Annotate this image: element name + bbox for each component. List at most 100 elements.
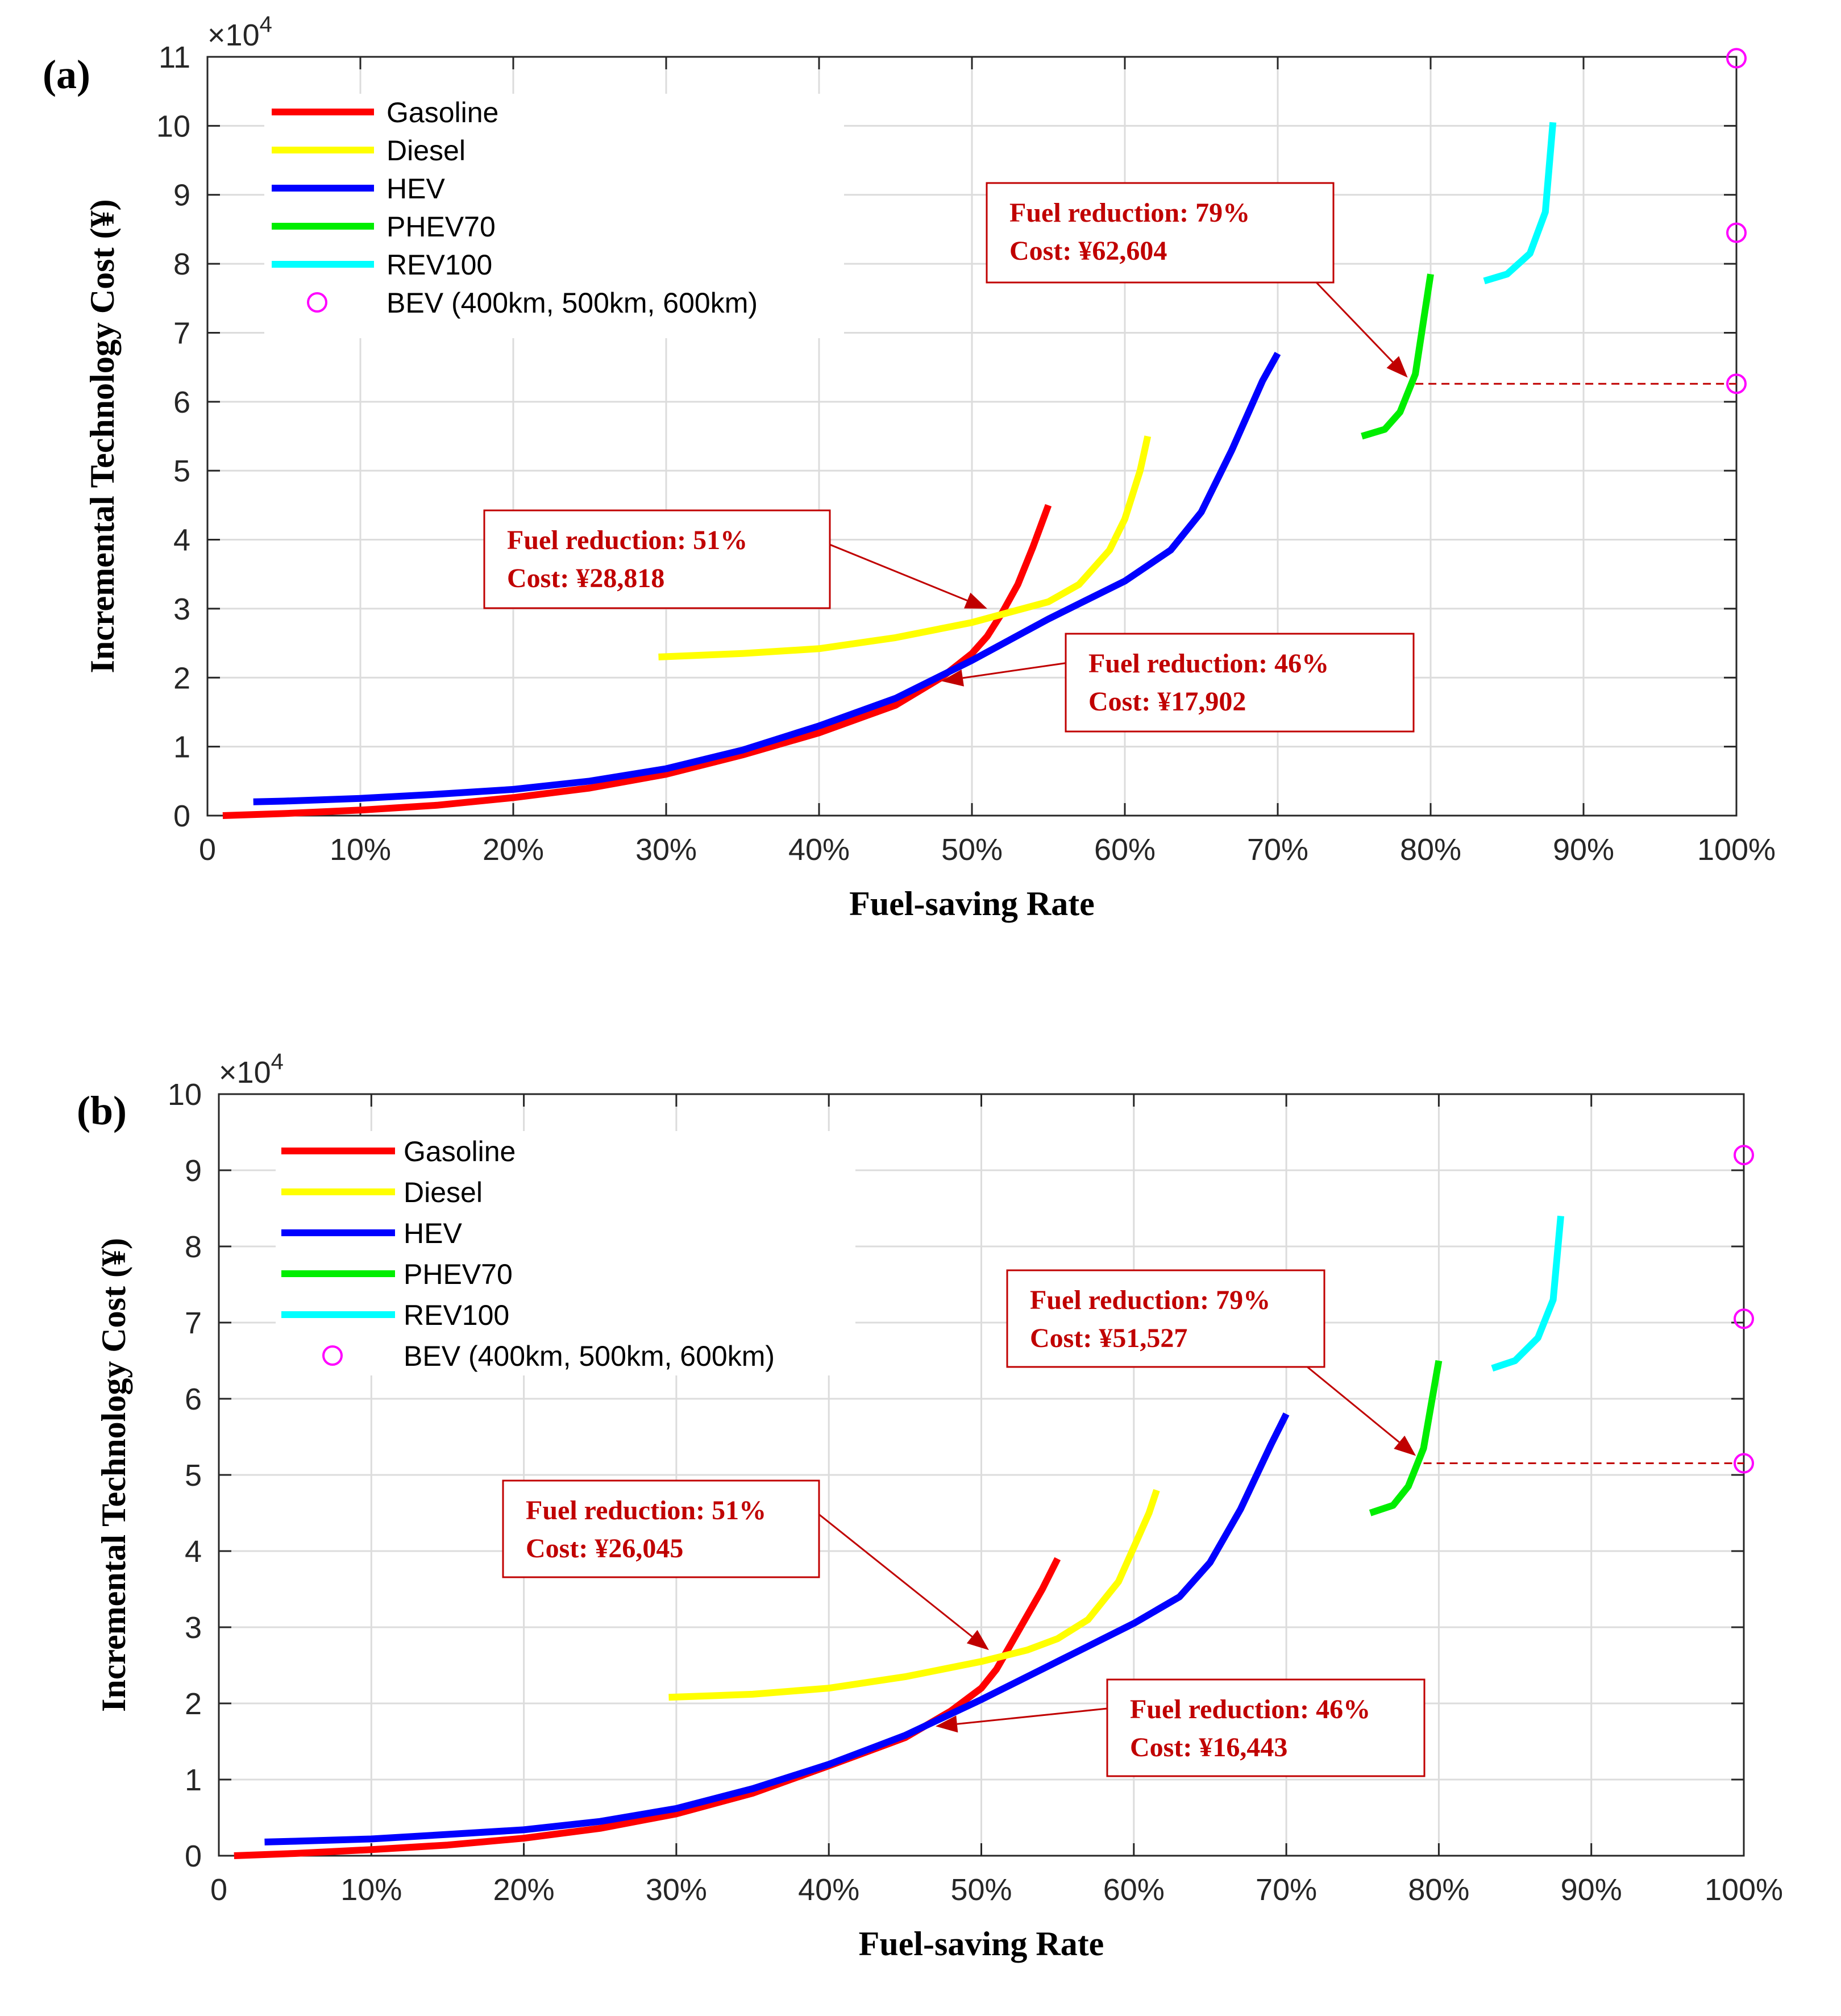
legend-marker (307, 292, 327, 313)
annotation-line-2: Cost: ¥62,604 (1009, 236, 1167, 266)
legend-entry: BEV (400km, 500km, 600km) (387, 287, 758, 319)
legend-entry: PHEV70 (387, 211, 496, 243)
x-tick-label: 30% (635, 833, 697, 867)
x-tick-label: 90% (1553, 833, 1614, 867)
annotation-line-1: Fuel reduction: 79% (1009, 198, 1250, 228)
series-line-phev70 (1361, 273, 1434, 440)
annotation-line-1: Fuel reduction: 51% (507, 525, 747, 555)
x-tick-label: 30% (646, 1873, 707, 1907)
bev-point (1734, 1308, 1754, 1329)
annotation: Fuel reduction: 79% Cost: ¥62,604 (986, 182, 1408, 378)
legend-entry: BEV (400km, 500km, 600km) (404, 1340, 775, 1372)
series-line-hev (253, 351, 1281, 805)
series-line-diesel (668, 1489, 1160, 1701)
x-tick-label: 50% (941, 833, 1003, 867)
annotation-box (502, 1479, 820, 1578)
chart-panel-b: 0 10% 20% 30% 40% 50% 60% 70% 80% 90% 100% 0 1 2 3 4 5 6 7… (77, 1049, 1783, 1963)
bev-point (1734, 1453, 1754, 1474)
y-exponent-label: ×104 (219, 1049, 284, 1090)
x-tick-label: 10% (340, 1873, 402, 1907)
legend: Gasoline Diesel HEV PHEV70 REV100 BEV (400km,… (276, 1131, 855, 1375)
y-axis-title: Incremental Technology Cost (¥) (95, 1238, 132, 1712)
x-tick-label: 70% (1256, 1873, 1317, 1907)
legend-box (264, 94, 844, 338)
annotation-arrow-line (1315, 281, 1394, 363)
y-tick-label: 9 (173, 178, 190, 213)
y-tick-label: 7 (185, 1306, 202, 1340)
annotation-arrow-head (936, 1715, 958, 1733)
legend-entry: Gasoline (404, 1136, 516, 1167)
y-tick-label: 0 (173, 799, 190, 833)
x-tick-label: 40% (798, 1873, 859, 1907)
legend-entry: REV100 (404, 1299, 509, 1331)
legend: Gasoline Diesel HEV PHEV70 REV100 BEV (400km,… (264, 94, 844, 338)
legend-entry: HEV (387, 173, 445, 205)
y-tick-label: 6 (173, 385, 190, 419)
y-tick-label: 0 (185, 1839, 202, 1873)
y-tick-label: 5 (185, 1458, 202, 1493)
y-tick-label: 8 (185, 1230, 202, 1264)
y-tick-label: 3 (173, 592, 190, 626)
series-line-rev100 (1491, 1215, 1564, 1372)
chart-panel-a: 0 10% 20% 30% 40% 50% 60% 70% 80% 90% 100% 0 1 2 3 4 5 6 7… (43, 12, 1776, 922)
legend-entry: Gasoline (387, 97, 498, 128)
y-tick-label: 4 (173, 523, 190, 558)
y-tick-label: 10 (156, 109, 190, 143)
y-tick-label: 1 (173, 730, 190, 764)
x-axis-title: Fuel-saving Rate (849, 885, 1095, 922)
x-tick-label: 70% (1247, 833, 1308, 867)
annotation-box (1106, 1678, 1426, 1777)
y-tick-label: 5 (173, 454, 190, 488)
annotation-arrow-line (962, 662, 1066, 679)
legend-entry: Diesel (404, 1177, 483, 1208)
annotation: Fuel reduction: 46% Cost: ¥17,902 (941, 633, 1415, 733)
y-tick-label: 9 (185, 1154, 202, 1188)
annotation-line-1: Fuel reduction: 46% (1088, 649, 1329, 679)
x-tick-label: 20% (483, 833, 544, 867)
annotation-arrow-line (957, 1707, 1108, 1725)
x-tick-label: 100% (1697, 833, 1776, 867)
annotation-arrow-line (818, 1514, 973, 1637)
x-tick-label: 0 (199, 833, 216, 867)
y-exponent-label: ×104 (207, 12, 272, 52)
x-tick-label: 100% (1705, 1873, 1783, 1907)
legend-entry: PHEV70 (404, 1258, 513, 1290)
y-tick-label: 4 (185, 1535, 202, 1569)
annotation-box (483, 509, 831, 609)
annotation-line-2: Cost: ¥16,443 (1130, 1732, 1287, 1763)
annotation-line-1: Fuel reduction: 46% (1130, 1694, 1370, 1724)
x-tick-label: 90% (1561, 1873, 1622, 1907)
y-tick-label: 8 (173, 247, 190, 281)
annotation-arrow-head (1394, 1435, 1416, 1456)
y-tick-label: 1 (185, 1763, 202, 1797)
y-tick-label: 11 (159, 40, 190, 74)
annotation-line-1: Fuel reduction: 79% (1030, 1285, 1270, 1315)
annotation-line-2: Cost: ¥17,902 (1088, 687, 1246, 717)
series-line-diesel (658, 435, 1152, 660)
y-tick-label: 7 (173, 316, 190, 350)
annotation-line-2: Cost: ¥26,045 (526, 1533, 683, 1564)
annotation: Fuel reduction: 51% Cost: ¥28,818 (483, 509, 987, 609)
annotation-line-2: Cost: ¥51,527 (1030, 1323, 1187, 1353)
legend-entry: REV100 (387, 249, 492, 281)
y-tick-label: 3 (185, 1611, 202, 1645)
panel-label: (b) (77, 1088, 127, 1133)
y-tick-label: 6 (185, 1382, 202, 1416)
annotation-box (1006, 1269, 1325, 1368)
y-tick-label: 2 (173, 661, 190, 695)
x-tick-label: 80% (1400, 833, 1461, 867)
y-axis-title: Incremental Technology Cost (¥) (84, 199, 121, 674)
series-line-phev70 (1369, 1360, 1443, 1516)
legend-box (276, 1131, 855, 1375)
series-line-hev (264, 1412, 1290, 1845)
annotation-box (986, 182, 1335, 284)
annotation-arrow-head (964, 592, 987, 609)
bev-point (1726, 373, 1747, 394)
bev-point (1726, 222, 1747, 243)
x-tick-label: 0 (210, 1873, 227, 1907)
x-tick-label: 20% (493, 1873, 555, 1907)
annotation-arrow-head (1386, 356, 1408, 378)
annotation: Fuel reduction: 51% Cost: ¥26,045 (502, 1479, 989, 1651)
legend-marker (322, 1345, 343, 1366)
annotation: Fuel reduction: 79% Cost: ¥51,527 (1006, 1269, 1416, 1456)
